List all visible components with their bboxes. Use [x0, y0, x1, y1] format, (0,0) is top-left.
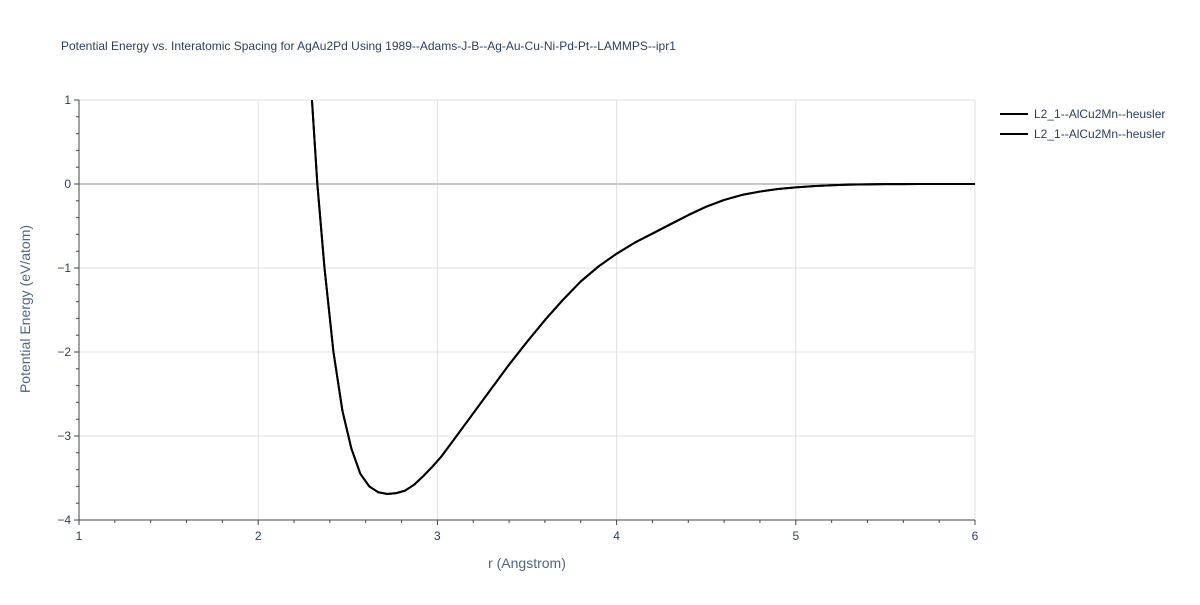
- y-tick-label: −3: [57, 429, 71, 443]
- legend-item-1[interactable]: L2_1--AlCu2Mn--heusler: [1000, 107, 1165, 121]
- x-tick-label: 3: [434, 529, 441, 543]
- x-tick-label: 4: [613, 529, 620, 543]
- y-tick-label: −1: [57, 261, 71, 275]
- axis-layer: 1 2 3 4 5 6 1 0 −1 −2 −3 −4: [57, 93, 978, 543]
- series-layer: [310, 100, 975, 495]
- legend-item-2[interactable]: L2_1--AlCu2Mn--heusler: [1000, 127, 1165, 141]
- grid-layer: [79, 99, 976, 520]
- y-tick-label: −2: [57, 345, 71, 359]
- x-tick-label: 5: [792, 529, 799, 543]
- x-axis-title: r (Angstrom): [488, 555, 566, 571]
- y-tick-label: 1: [64, 93, 71, 107]
- x-tick-label: 2: [255, 529, 262, 543]
- legend-label: L2_1--AlCu2Mn--heusler: [1034, 127, 1165, 141]
- y-tick-label: −4: [57, 513, 71, 527]
- y-axis-title: Potential Energy (eV/atom): [17, 225, 33, 393]
- y-tick-label: 0: [64, 177, 71, 191]
- chart-title: Potential Energy vs. Interatomic Spacing…: [61, 39, 676, 53]
- series-line-1: [310, 100, 975, 495]
- x-tick-label: 1: [76, 529, 83, 543]
- series-line-2: [310, 100, 975, 495]
- legend-label: L2_1--AlCu2Mn--heusler: [1034, 107, 1165, 121]
- legend[interactable]: L2_1--AlCu2Mn--heusler L2_1--AlCu2Mn--heu…: [1000, 107, 1165, 141]
- x-tick-label: 6: [972, 529, 979, 543]
